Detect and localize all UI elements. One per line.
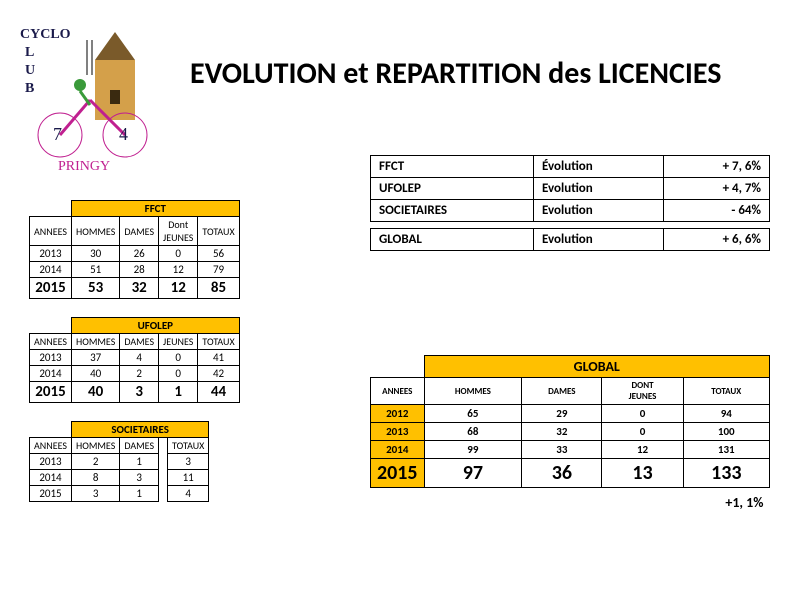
global-title: GLOBAL [424,356,769,378]
evo-value: + 7, 6% [663,156,769,178]
ufolep-title: UFOLEP [71,318,239,334]
svg-text:7: 7 [53,124,62,144]
svg-text:4: 4 [119,124,128,144]
logo: CYCLO L U B 7 4 PRINGY [20,20,170,170]
svg-text:PRINGY: PRINGY [58,159,110,170]
societaires-title: SOCIETAIRES [71,422,208,438]
ufolep-table: UFOLEP ANNEES HOMMES DAMES JEUNES TOTAUX… [25,317,240,403]
societaires-table: SOCIETAIRES ANNEES HOMMES DAMES TOTAUX 2… [25,421,209,502]
svg-text:B: B [25,81,34,96]
global-footer: +1, 1% [371,488,770,514]
evo-label: Évolution [534,156,664,178]
ffct-title: FFCT [71,201,239,217]
global-table: GLOBAL ANNEES HOMMES DAMES DONT JEUNES T… [370,355,770,513]
page-title: EVOLUTION et REPARTITION des LICENCIES [190,55,721,92]
evo-org: FFCT [371,156,534,178]
svg-text:CYCLO: CYCLO [20,27,71,42]
evolution-summary-table: FFCT Évolution + 7, 6% UFOLEP Evolution … [370,155,770,251]
svg-text:L: L [25,45,34,60]
svg-text:U: U [25,63,35,78]
ffct-table: FFCT ANNEES HOMMES DAMES Dont JEUNES TOT… [25,200,240,299]
